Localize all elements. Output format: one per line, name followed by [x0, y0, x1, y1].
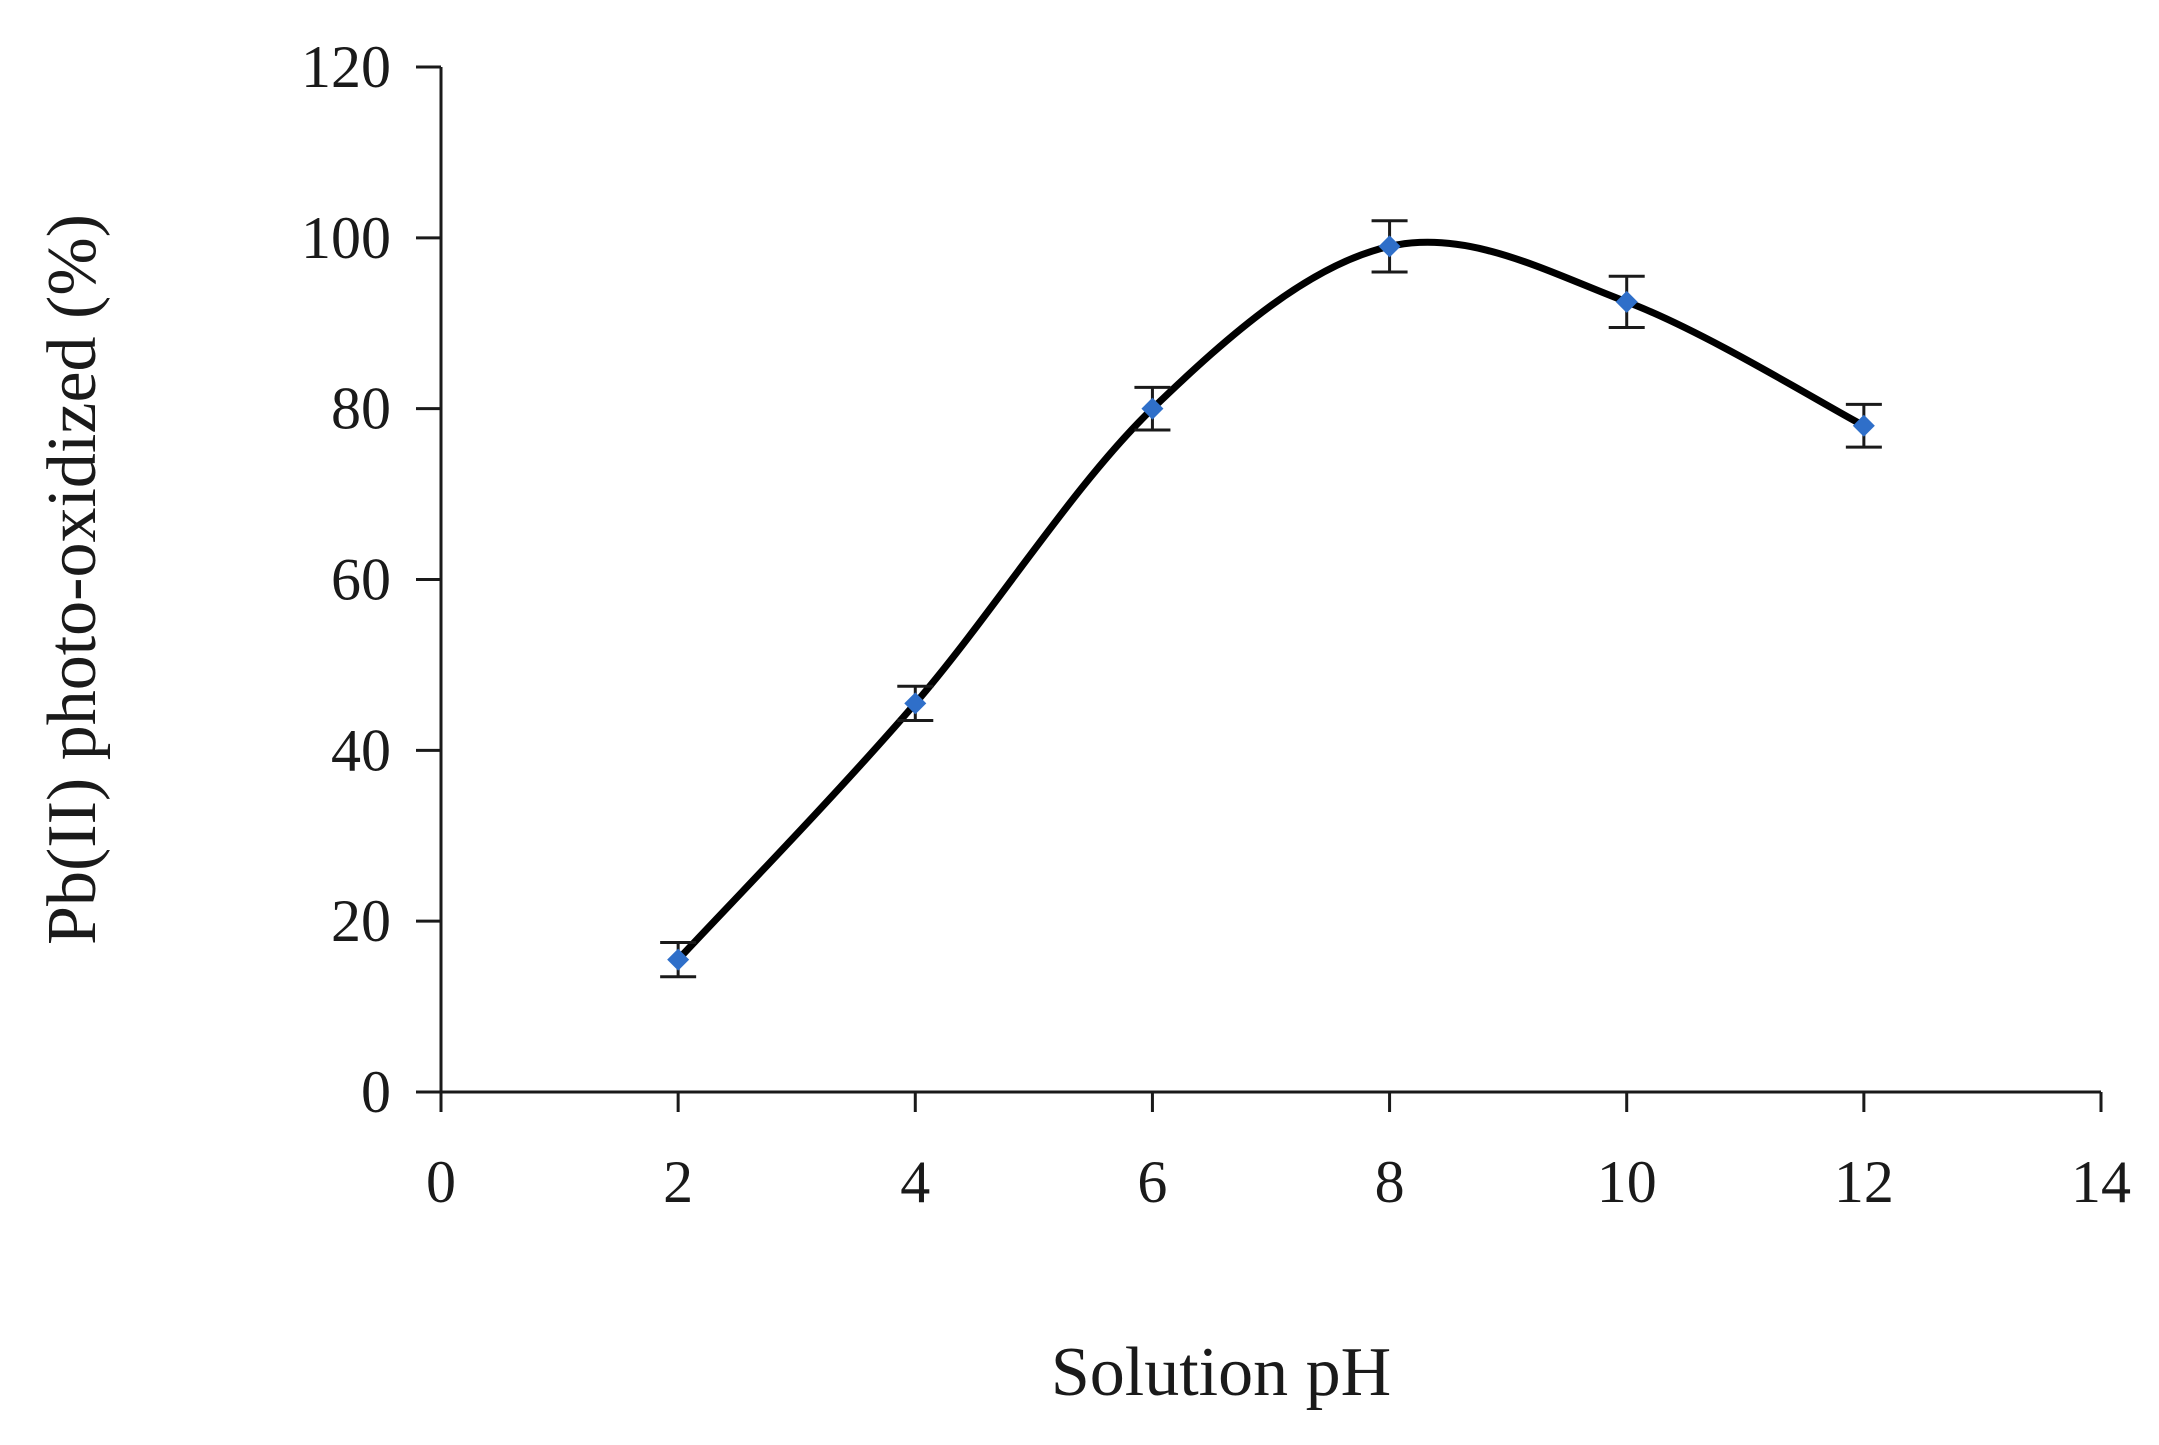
x-tick-label-6: 12	[1834, 1149, 1894, 1215]
data-point-0	[667, 948, 690, 971]
data-point-3	[1378, 235, 1401, 258]
x-axis-title: Solution pH	[1051, 1334, 1391, 1411]
data-point-5	[1852, 414, 1875, 437]
x-tick-label-4: 8	[1375, 1149, 1405, 1215]
y-ticks-group: 0 20 40 60 80 100 120	[301, 34, 441, 1125]
y-tick-label-4: 80	[331, 376, 391, 442]
series-group	[660, 219, 1882, 979]
data-point-2	[1141, 397, 1164, 420]
y-tick-label-6: 120	[301, 34, 391, 100]
y-tick-label-0: 0	[361, 1059, 391, 1125]
axes-group	[416, 67, 2101, 1112]
data-point-4	[1615, 290, 1638, 313]
y-axis-title: Pb(II) photo-oxidized (%)	[34, 214, 111, 945]
x-tick-label-2: 4	[900, 1149, 930, 1215]
x-tick-label-5: 10	[1597, 1149, 1657, 1215]
x-tick-label-1: 2	[663, 1149, 693, 1215]
y-tick-label-5: 100	[301, 205, 391, 271]
x-ticks-group: 0 2 4 6 8 10 12 14	[426, 1092, 2131, 1215]
x-tick-label-0: 0	[426, 1149, 456, 1215]
data-point-1	[904, 692, 927, 715]
y-tick-label-2: 40	[331, 717, 391, 783]
y-tick-label-3: 60	[331, 547, 391, 613]
y-tick-label-1: 20	[331, 888, 391, 954]
x-tick-label-3: 6	[1137, 1149, 1167, 1215]
series-line-0	[674, 238, 1868, 964]
x-tick-label-7: 14	[2071, 1149, 2131, 1215]
